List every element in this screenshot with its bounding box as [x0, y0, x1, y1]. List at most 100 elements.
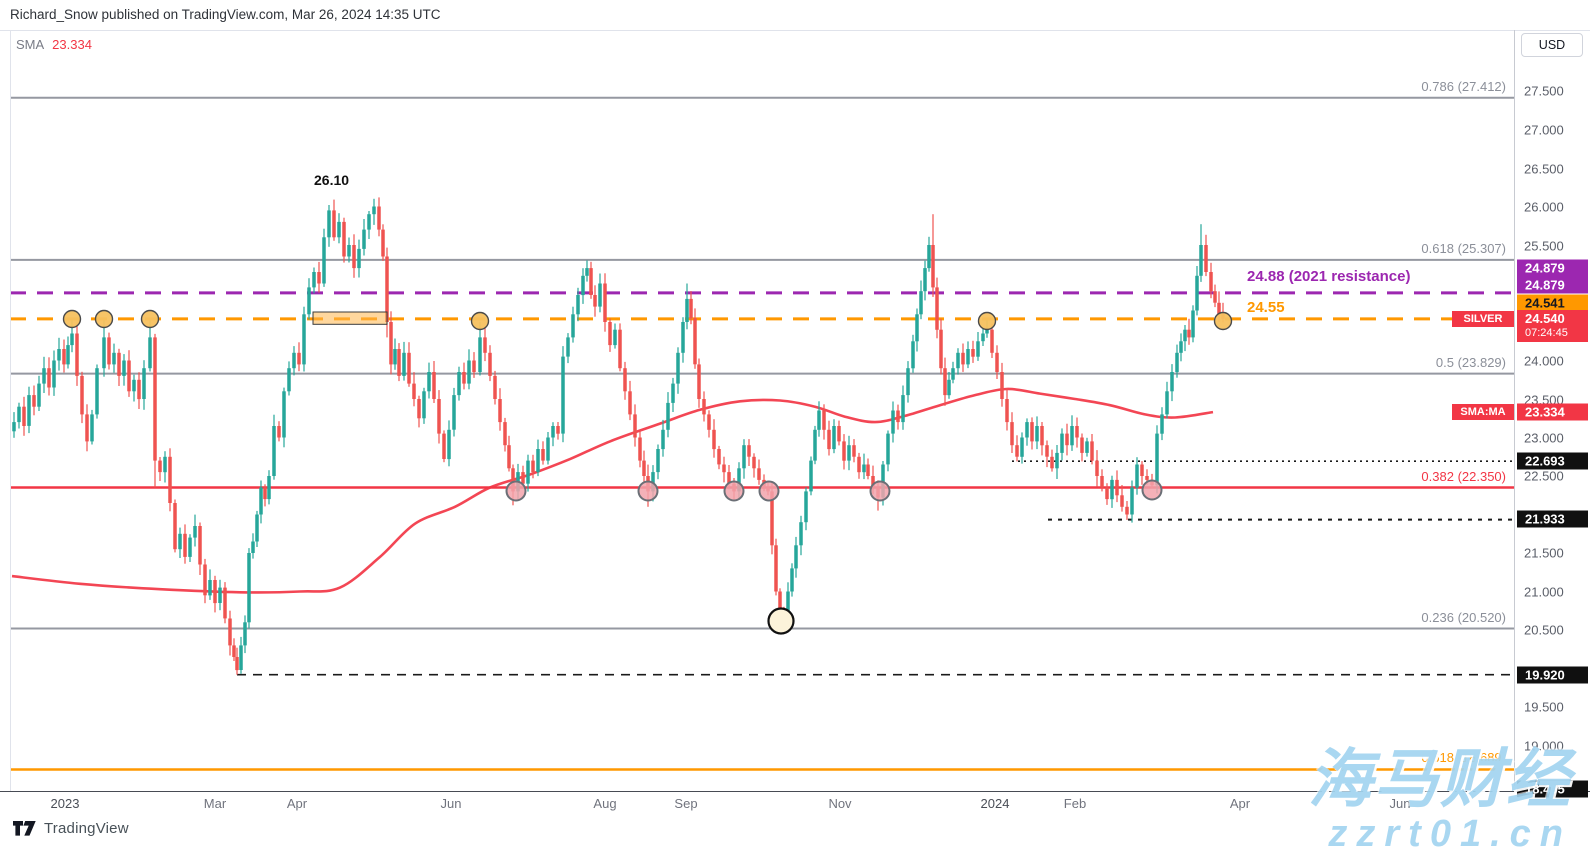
candle-body: [747, 445, 751, 457]
resistance-touch-circle[interactable]: [140, 309, 160, 329]
candle-body: [407, 352, 411, 384]
candle-body: [585, 268, 589, 276]
support-touch-circle[interactable]: [637, 480, 659, 502]
candle-body: [337, 221, 341, 238]
chart-left-border: [10, 30, 11, 791]
currency-button[interactable]: USD: [1521, 33, 1583, 57]
candle-body: [852, 445, 856, 457]
candle-body: [1204, 245, 1208, 272]
level-label: 24.55: [1247, 299, 1285, 316]
sma-line[interactable]: [11, 387, 1214, 594]
candle-body: [422, 391, 426, 419]
level-label: 26.10: [314, 172, 350, 188]
candle-body: [1065, 433, 1069, 446]
candle-body: [752, 456, 756, 469]
price-badge: 24.879: [1517, 276, 1588, 294]
candle-body: [813, 429, 817, 461]
candle-body: [712, 429, 716, 450]
candle-body: [666, 402, 670, 430]
candle-body: [742, 445, 746, 469]
level-label: 0.236 (20.520): [1421, 610, 1506, 625]
candle-body: [598, 283, 602, 307]
candle-body: [943, 368, 947, 396]
candle-body: [774, 545, 778, 592]
candle-body: [676, 352, 680, 384]
indicator-legend[interactable]: SMA 23.334: [16, 37, 92, 52]
price-tick: 25.500: [1524, 238, 1564, 254]
tradingview-footer[interactable]: TradingView: [13, 820, 129, 837]
candle-body: [1110, 479, 1114, 500]
candle-body: [1050, 456, 1054, 469]
candle-body: [1140, 464, 1144, 476]
time-tick: 2024: [980, 796, 1010, 811]
candle-body: [102, 337, 106, 369]
support-touch-circle[interactable]: [869, 480, 891, 502]
candle-body: [437, 399, 441, 434]
level-label: 0.618 (25.307): [1421, 241, 1506, 256]
candle-body: [1090, 441, 1094, 461]
candle-body: [347, 245, 351, 257]
candle-body: [923, 268, 927, 292]
candle-body: [457, 372, 461, 396]
time-tick: Jun: [1389, 796, 1411, 811]
candle-body: [297, 352, 301, 365]
candle-body: [158, 460, 162, 473]
time-tick: Nov: [828, 796, 852, 811]
low-marker-circle[interactable]: [767, 607, 795, 635]
candle-body: [827, 429, 831, 450]
candle-body: [90, 414, 94, 442]
resistance-touch-circle[interactable]: [977, 311, 997, 331]
resistance-touch-circle[interactable]: [94, 309, 114, 329]
resistance-touch-circle[interactable]: [62, 309, 82, 329]
candle-body: [1100, 476, 1104, 488]
candle-body: [193, 526, 197, 538]
resistance-touch-circle[interactable]: [1213, 311, 1233, 331]
price-badge: 18.405: [1517, 780, 1588, 798]
support-touch-circle[interactable]: [505, 480, 527, 502]
support-touch-circle[interactable]: [758, 480, 780, 502]
candle-body: [576, 295, 580, 315]
candle-body: [75, 333, 79, 376]
candle-body: [367, 214, 371, 230]
indicator-name: SMA: [16, 37, 45, 52]
support-touch-circle[interactable]: [1141, 479, 1163, 501]
tradingview-logo-icon: [13, 821, 36, 836]
candle-body: [809, 460, 813, 492]
candle-body: [243, 622, 247, 646]
candle-body: [871, 476, 875, 488]
candle-body: [287, 368, 291, 392]
candle-body: [1075, 426, 1079, 438]
time-tick: Sep: [674, 796, 698, 811]
candle-body: [1160, 414, 1164, 434]
candle-body: [656, 449, 660, 473]
candle-body: [493, 375, 497, 399]
highlight-zone[interactable]: [312, 311, 388, 325]
candle-body: [956, 352, 960, 369]
candle-body: [352, 245, 356, 269]
support-touch-circle[interactable]: [723, 480, 745, 502]
candle-body: [153, 337, 157, 461]
resistance-touch-circle[interactable]: [470, 311, 490, 331]
candle-body: [1010, 422, 1014, 446]
candle-body: [671, 383, 675, 403]
candle-body: [628, 391, 632, 415]
candle-body: [427, 372, 431, 392]
candle-body: [1183, 329, 1187, 342]
candle-body: [536, 449, 540, 473]
candle-body: [452, 395, 456, 430]
chart-canvas[interactable]: [0, 0, 1590, 812]
candle-body: [526, 460, 530, 484]
candle-body: [62, 349, 66, 365]
candle-body: [322, 237, 326, 284]
candle-body: [939, 329, 943, 369]
candle-body: [389, 322, 393, 365]
candle-body: [239, 645, 243, 670]
candle-body: [919, 291, 923, 315]
candle-body: [117, 352, 121, 376]
price-tick: 23.000: [1524, 430, 1564, 446]
candle-body: [966, 349, 970, 365]
candle-body: [1105, 487, 1109, 500]
candle-body: [1135, 464, 1139, 488]
candle-body: [178, 533, 182, 550]
time-tick: Mar: [203, 796, 227, 811]
